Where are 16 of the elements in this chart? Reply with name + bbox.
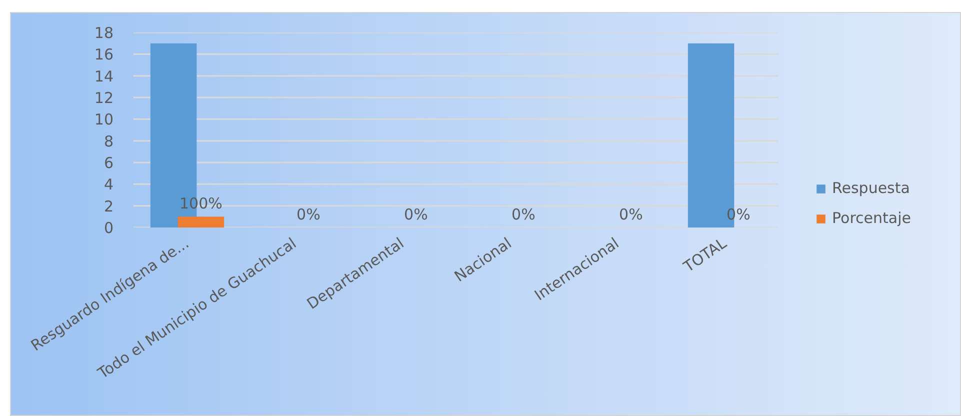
y-tick-label: 4 (104, 176, 114, 194)
legend-label: Porcentaje (832, 209, 911, 227)
y-tick-label: 18 (94, 24, 114, 42)
y-tick-label: 14 (94, 67, 114, 86)
data-label: 0% (404, 206, 428, 224)
data-label: 0% (512, 206, 536, 224)
y-tick-label: 0 (104, 219, 114, 237)
y-tick-label: 6 (104, 154, 114, 172)
y-tick-label: 12 (94, 89, 114, 107)
data-label: 0% (296, 206, 320, 224)
y-tick-label: 2 (104, 197, 114, 216)
y-tick-label: 10 (94, 110, 114, 129)
data-label: 0% (619, 206, 643, 224)
legend-label: Respuesta (832, 179, 910, 197)
y-tick-label: 16 (94, 46, 114, 64)
y-tick-label: 8 (104, 132, 114, 150)
